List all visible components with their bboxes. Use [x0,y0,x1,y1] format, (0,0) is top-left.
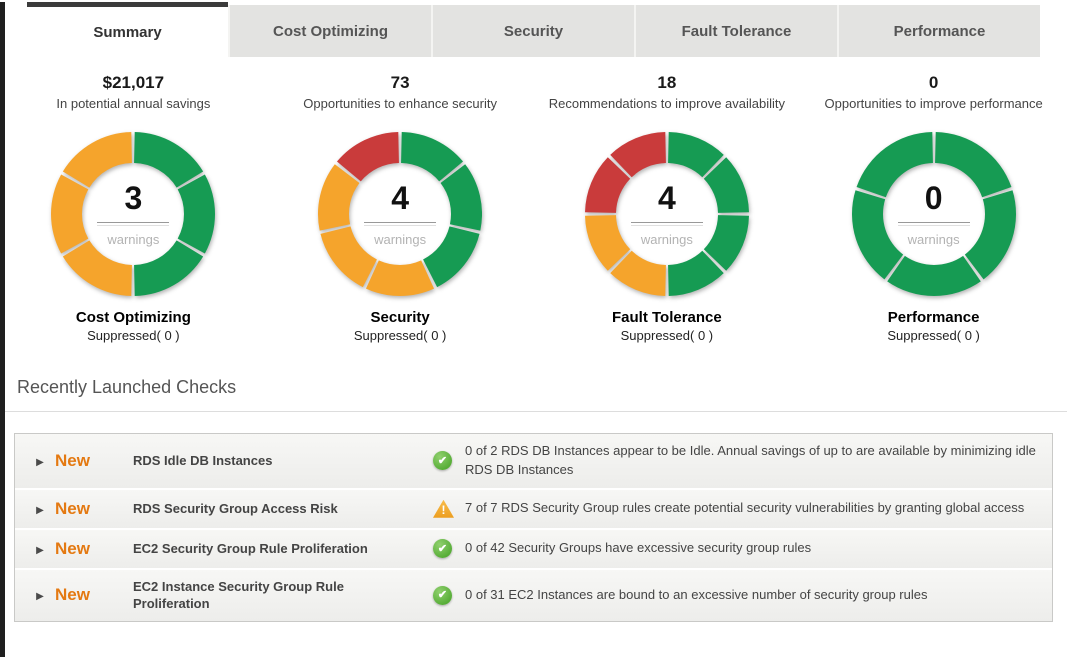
donut-ring [318,132,483,296]
donut-chart-security[interactable]: 4 warnings [315,129,485,299]
chart-title: Security [370,309,430,326]
left-screen-edge-artifact [0,2,5,657]
stat-value: 18 [657,73,677,92]
expand-arrow-icon[interactable] [36,500,44,517]
expand-arrow-icon[interactable] [36,540,44,557]
new-badge: New [55,585,90,605]
suppressed-count: Suppressed( 0 ) [353,328,447,343]
chart-fault-tolerance: 4 warnings Fault Tolerance Suppressed( 0… [534,129,801,343]
tab-performance[interactable]: Performance [837,5,1040,57]
chart-performance: 0 warnings Performance Suppressed( 0 ) [800,129,1067,343]
check-row-rds-idle-db-instances[interactable]: New RDS Idle DB Instances 0 of 2 RDS DB … [15,434,1052,490]
stat-performance-opportunities: 0 Opportunities to improve performance [800,73,1067,111]
new-badge: New [55,538,90,558]
check-title: RDS Security Group Access Risk [133,500,338,516]
success-check-icon [433,451,452,471]
stat-label: In potential annual savings [56,96,211,111]
stat-label: Opportunities to enhance security [303,96,497,111]
donut-chart-fault-tolerance[interactable]: 4 warnings [582,129,752,299]
stat-cost-savings: $21,017 In potential annual savings [0,73,267,111]
stat-value: 73 [390,73,410,92]
chart-title: Fault Tolerance [612,309,722,326]
check-description: 0 of 42 Security Groups have excessive s… [465,540,812,556]
check-title: RDS Idle DB Instances [133,453,273,469]
expand-arrow-icon[interactable] [36,452,44,469]
new-badge: New [55,498,90,518]
category-tabbar: Summary Cost Optimizing Security Fault T… [27,2,1040,57]
donut-ring [51,132,216,296]
stat-value: 0 [928,73,939,92]
suppressed-count: Suppressed( 0 ) [620,328,714,343]
warning-triangle-icon [433,499,454,518]
tab-fault-tolerance[interactable]: Fault Tolerance [634,5,837,57]
chart-title: Performance [887,309,980,326]
stat-security-opportunities: 73 Opportunities to enhance security [267,73,534,111]
check-title: EC2 Security Group Rule Proliferation [133,540,368,556]
new-badge: New [55,450,90,470]
suppressed-count: Suppressed( 0 ) [87,328,180,343]
stat-availability-recommendations: 18 Recommendations to improve availabili… [534,73,801,111]
suppressed-count: Suppressed( 0 ) [887,328,980,343]
check-description: 0 of 2 RDS DB Instances appear to be Idl… [465,443,1036,477]
stat-label: Opportunities to improve performance [824,96,1043,111]
tab-cost-optimizing[interactable]: Cost Optimizing [228,5,431,57]
check-row-rds-security-group-access-risk[interactable]: New RDS Security Group Access Risk 7 of … [15,489,1052,530]
tab-summary[interactable]: Summary [27,2,228,57]
success-check-icon [433,539,452,559]
chart-cost-optimizing: 3 warnings Cost Optimizing Suppressed( 0… [0,129,267,343]
donut-ring [851,132,1016,296]
section-divider [0,411,1067,412]
recently-launched-checks-heading: Recently Launched Checks [17,377,237,397]
check-title: EC2 Instance Security Group Rule Prolife… [133,578,344,612]
donut-chart-performance[interactable]: 0 warnings [849,129,1019,299]
donut-chart-cost-optimizing[interactable]: 3 warnings [48,129,218,299]
check-row-ec2-security-group-rule-proliferation[interactable]: New EC2 Security Group Rule Proliferatio… [15,529,1052,570]
check-row-ec2-instance-security-group-rule-proliferation[interactable]: New EC2 Instance Security Group Rule Pro… [15,569,1052,621]
recent-checks-table: New RDS Idle DB Instances 0 of 2 RDS DB … [14,433,1053,622]
category-donut-charts: 3 warnings Cost Optimizing Suppressed( 0… [0,129,1067,343]
donut-ring [584,132,749,296]
chart-security: 4 warnings Security Suppressed( 0 ) [267,129,534,343]
check-description: 0 of 31 EC2 Instances are bound to an ex… [465,586,928,602]
tab-security[interactable]: Security [431,5,634,57]
chart-title: Cost Optimizing [75,309,191,326]
check-description: 7 of 7 RDS Security Group rules create p… [465,500,1025,516]
success-check-icon [433,585,452,605]
stat-value: $21,017 [102,73,165,92]
summary-stats-row: $21,017 In potential annual savings 73 O… [0,73,1067,111]
expand-arrow-icon[interactable] [36,586,44,603]
stat-label: Recommendations to improve availability [548,96,786,111]
